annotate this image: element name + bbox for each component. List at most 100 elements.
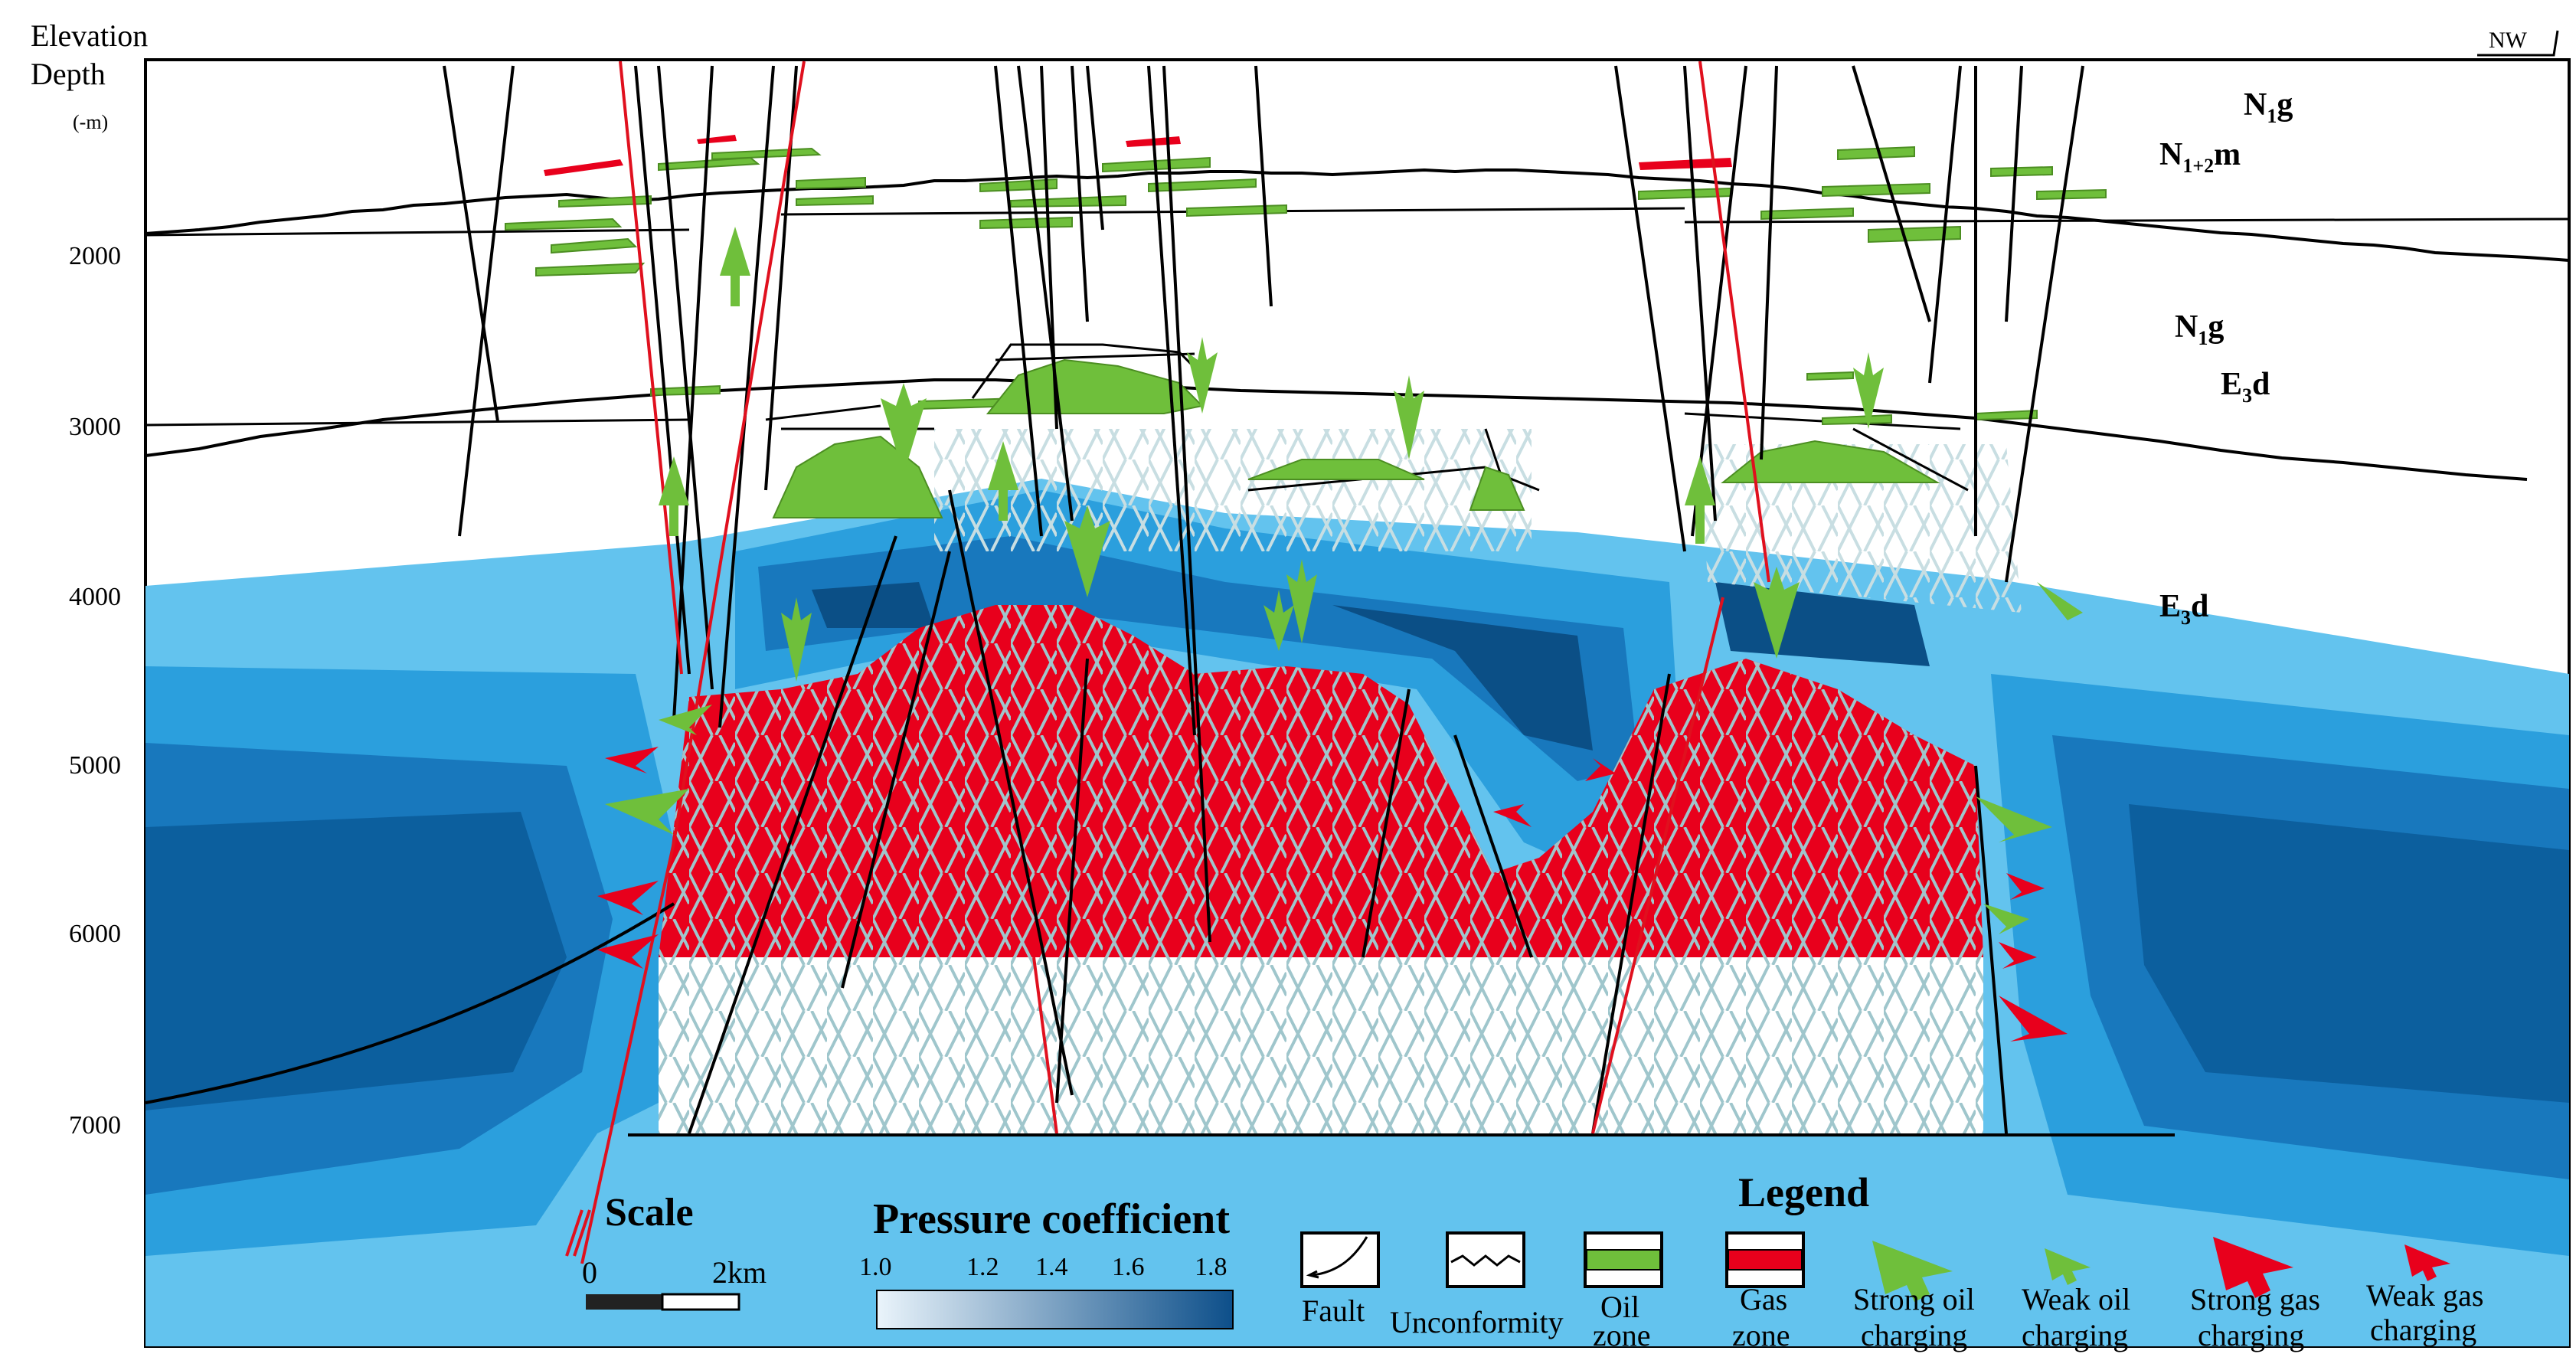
gas-charging-arrows	[597, 747, 2068, 1042]
pressure-title: Pressure coefficient	[873, 1195, 1230, 1243]
weak-oil-arrow-icon	[1187, 337, 1218, 414]
pressure-tick: 1.2	[966, 1253, 999, 1281]
strong-gas-arrow-icon	[597, 881, 659, 915]
strong-oil-arrow-icon	[1872, 1241, 1953, 1302]
legend-oil-label-2: zone	[1593, 1318, 1651, 1352]
legend-weak-gas-2: charging	[2370, 1313, 2476, 1347]
strong-oil-arrow-icon	[881, 383, 927, 475]
oil-lens	[1010, 195, 1126, 208]
pressure-tick: 1.6	[1112, 1253, 1145, 1281]
weak-oil-arrow-icon	[1685, 456, 1715, 544]
oil-mound	[1247, 459, 1425, 480]
oil-lens	[1148, 178, 1257, 193]
legend-unconformity-label: Unconformity	[1390, 1305, 1564, 1339]
legend-strong-oil-1: Strong oil	[1853, 1282, 1975, 1316]
axis-title-elevation: Elevation	[31, 18, 148, 53]
legend-weak-oil-2: charging	[2022, 1318, 2128, 1352]
weak-oil-arrow-icon	[659, 456, 689, 536]
legend-gas-label-1: Gas	[1740, 1282, 1787, 1316]
scale-end: 2km	[712, 1255, 767, 1290]
legend-fault-label: Fault	[1302, 1293, 1365, 1328]
pressure-zone-darker-right	[2129, 804, 2569, 1103]
strong-oil-arrow-icon	[1976, 796, 2052, 842]
oil-lens	[1760, 207, 1854, 221]
depth-axis: Elevation Depth (-m) 2000 3000 4000 5000…	[31, 18, 148, 1140]
pressure-tick: 1.8	[1195, 1253, 1228, 1281]
strong-gas-arrow-icon	[1999, 996, 2068, 1042]
weak-gas-arrow-icon	[2404, 1244, 2450, 1281]
pressure-colorbar	[876, 1290, 1234, 1329]
weak-gas-arrow-icon	[1493, 804, 1532, 827]
weak-oil-arrow-icon	[720, 227, 750, 306]
oil-lens	[2036, 188, 2107, 201]
faults	[145, 65, 2084, 1134]
depth-tick: 7000	[69, 1111, 121, 1140]
weak-oil-arrow-icon	[988, 441, 1018, 521]
strata-label-e3d-upper: E3d	[2221, 367, 2270, 407]
oil-lens	[551, 237, 638, 254]
pressure-tick: 1.0	[859, 1253, 892, 1281]
depth-tick: 3000	[69, 413, 121, 441]
pressure-zone-dark-center	[758, 536, 1639, 781]
pressure-legend: Pressure coefficient 1.0 1.2 1.4 1.6 1.8	[859, 1195, 1234, 1329]
weak-gas-arrow-icon	[1585, 758, 1616, 781]
unconformity-icon	[1446, 1231, 1525, 1288]
oil-lens	[1868, 225, 1961, 244]
strong-gas-arrow-icon	[605, 747, 659, 773]
oil-lens	[535, 262, 646, 277]
unconformities	[145, 168, 2570, 481]
oil-lens	[1822, 182, 1930, 198]
legend-title: Legend	[1738, 1169, 1869, 1215]
depth-tick: 6000	[69, 920, 121, 948]
pressure-tick: 1.4	[1035, 1253, 1068, 1281]
fracture-zone	[659, 429, 2022, 1133]
pressure-zone-darkest-center	[812, 582, 1930, 751]
oil-lens	[1990, 165, 2053, 178]
oil-lens	[658, 156, 760, 172]
oil-charging-arrows	[605, 227, 2083, 934]
unconformity-upper	[145, 168, 2570, 262]
fault-marker-icon	[565, 1209, 591, 1257]
legend: Legend Fault Unconformity Oil zone Gas z…	[1300, 1169, 2483, 1352]
weak-oil-arrow-icon	[1263, 590, 1294, 651]
weak-oil-arrow-icon	[659, 705, 712, 735]
axis-unit: (-m)	[73, 111, 108, 133]
oil-lens	[796, 176, 866, 190]
weak-oil-arrow-icon	[781, 597, 812, 682]
weak-oil-arrow-icon	[1286, 559, 1317, 643]
legend-strong-oil-2: charging	[1861, 1318, 1967, 1352]
axis-title-depth: Depth	[31, 57, 106, 91]
oil-lens	[796, 195, 874, 207]
weak-oil-arrow-icon	[1394, 375, 1424, 459]
weak-gas-arrow-icon	[2006, 873, 2045, 900]
legend-gas-label-2: zone	[1732, 1318, 1790, 1352]
scale-bar: Scale 0 2km	[565, 1191, 767, 1311]
depth-tick: 4000	[69, 583, 121, 611]
strata-label-e3d-lower: E3d	[2159, 589, 2208, 629]
oil-lens	[1837, 146, 1915, 161]
unconformity-middle	[145, 378, 2528, 481]
legend-strong-gas-1: Strong gas	[2190, 1282, 2320, 1316]
strata-label-n12m: N1+2m	[2159, 137, 2241, 177]
oil-lens	[1186, 204, 1287, 217]
strong-oil-arrow-icon	[1064, 505, 1110, 597]
legend-oil-label-1: Oil	[1600, 1290, 1639, 1324]
oil-lens	[1806, 371, 1854, 381]
weak-oil-arrow-icon	[1853, 352, 1884, 429]
oil-lens	[505, 217, 623, 231]
weak-gas-arrow-icon	[1999, 942, 2037, 969]
oil-mound	[1721, 440, 1940, 483]
strong-gas-arrow-icon	[597, 934, 659, 969]
legend-weak-oil-1: Weak oil	[2022, 1282, 2130, 1316]
strong-gas-arrow-icon	[2213, 1237, 2293, 1298]
strata-label-n1g-top: N1g	[2244, 87, 2293, 127]
fault-icon	[1300, 1231, 1380, 1288]
scale-start: 0	[582, 1255, 597, 1290]
scale-label: Scale	[605, 1191, 694, 1235]
strong-oil-arrow-icon	[2037, 582, 2083, 628]
weak-oil-arrow-icon	[1983, 904, 2029, 934]
strata-labels: N1g N1+2m N1g E3d E3d	[2159, 87, 2293, 629]
direction-indicator: NW	[2477, 28, 2559, 57]
oil-lens	[558, 195, 652, 208]
